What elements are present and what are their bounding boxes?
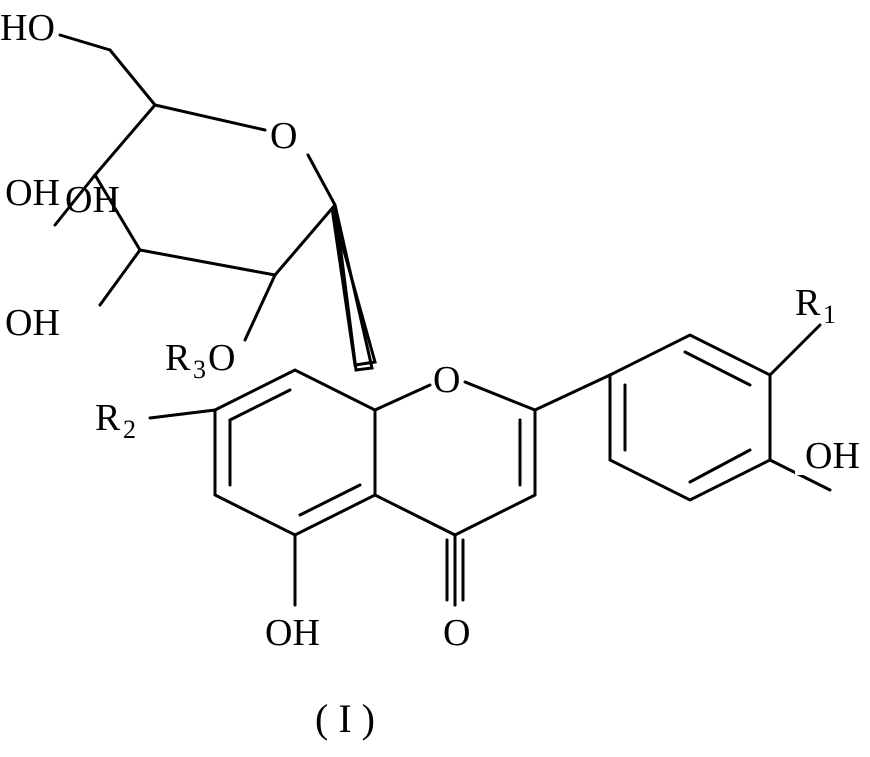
r2-sub: 2 <box>123 415 136 444</box>
oh-sugar1-label: OH <box>5 172 60 214</box>
formula-label: ( I ) <box>315 696 375 741</box>
r2-label: R <box>95 397 121 439</box>
oh-sugar1b-label: OH <box>65 179 120 221</box>
r1-label: R <box>795 282 821 324</box>
ring-oxygen-label: O <box>270 115 297 157</box>
r3-o-label: O <box>208 337 235 379</box>
r3-label: R <box>165 337 191 379</box>
ketone-o-label: O <box>443 612 470 654</box>
r1-sub: 1 <box>823 300 836 329</box>
chromone-o-label: O <box>433 359 460 401</box>
ho-top-label: HO <box>0 7 55 49</box>
chemical-structure-diagram: O HO OH OH OH R 3 O R 2 O <box>0 0 870 757</box>
oh-bottom-label: OH <box>265 612 320 654</box>
r3-sub: 3 <box>193 355 206 384</box>
oh-phenyl-label2: OH <box>805 435 860 477</box>
structure-svg: O HO OH OH OH R 3 O R 2 O <box>0 0 870 757</box>
oh-sugar2-label: OH <box>5 302 60 344</box>
